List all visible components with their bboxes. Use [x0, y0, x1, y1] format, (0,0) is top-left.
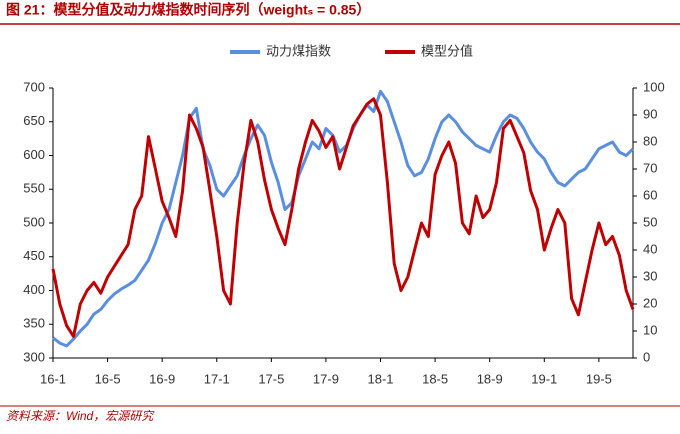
x-tick-label: 16-5 [95, 371, 121, 386]
x-tick-label: 16-9 [149, 371, 175, 386]
y2-tick-label: 20 [643, 295, 657, 310]
y-tick-label: 500 [23, 214, 45, 229]
y-tick-label: 700 [23, 79, 45, 94]
source: 资料来源：Wind，宏源研究 [6, 409, 155, 423]
y2-tick-label: 60 [643, 187, 657, 202]
x-tick-label: 17-1 [204, 371, 230, 386]
x-tick-label: 19-5 [586, 371, 612, 386]
x-tick-label: 17-9 [313, 371, 339, 386]
y2-tick-label: 70 [643, 160, 657, 175]
y2-tick-label: 80 [643, 133, 657, 148]
y-tick-label: 450 [23, 248, 45, 263]
legend-label: 动力煤指数 [266, 43, 331, 58]
y2-tick-label: 90 [643, 106, 657, 121]
series-line [51, 97, 635, 338]
x-tick-label: 18-9 [477, 371, 503, 386]
y2-tick-label: 40 [643, 241, 657, 256]
legend-label: 模型分值 [421, 43, 473, 58]
series-line [52, 89, 635, 348]
y-tick-label: 550 [23, 181, 45, 196]
y2-tick-label: 0 [643, 349, 650, 364]
chart-title: 图 21：模型分值及动力煤指数时间序列（weightₛ = 0.85） [6, 2, 370, 18]
y-tick-label: 350 [23, 316, 45, 331]
y-tick-label: 400 [23, 282, 45, 297]
y-tick-label: 300 [23, 349, 45, 364]
x-tick-label: 18-5 [422, 371, 448, 386]
y-tick-label: 650 [23, 113, 45, 128]
y2-tick-label: 100 [643, 79, 665, 94]
x-tick-label: 18-1 [368, 371, 394, 386]
x-tick-label: 16-1 [40, 371, 66, 386]
y2-tick-label: 30 [643, 268, 657, 283]
y2-tick-label: 50 [643, 214, 657, 229]
x-tick-label: 19-1 [531, 371, 557, 386]
y2-tick-label: 10 [643, 322, 657, 337]
x-tick-label: 17-5 [258, 371, 284, 386]
y-tick-label: 600 [23, 147, 45, 162]
